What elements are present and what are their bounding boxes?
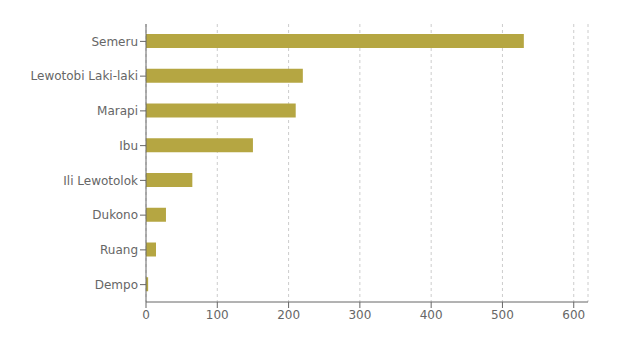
svg-text:500: 500 — [491, 308, 514, 322]
svg-text:Marapi: Marapi — [97, 104, 138, 118]
svg-text:0: 0 — [142, 308, 150, 322]
svg-text:Semeru: Semeru — [91, 35, 138, 49]
svg-text:Lewotobi Laki-laki: Lewotobi Laki-laki — [31, 69, 138, 83]
svg-text:Dukono: Dukono — [92, 208, 138, 222]
svg-text:Dempo: Dempo — [95, 278, 138, 292]
svg-text:Ibu: Ibu — [119, 139, 138, 153]
svg-text:Ruang: Ruang — [100, 243, 138, 257]
svg-text:400: 400 — [420, 308, 443, 322]
svg-text:300: 300 — [348, 308, 371, 322]
svg-text:100: 100 — [206, 308, 229, 322]
svg-text:600: 600 — [562, 308, 585, 322]
svg-text:200: 200 — [277, 308, 300, 322]
svg-text:Ili Lewotolok: Ili Lewotolok — [63, 174, 138, 188]
